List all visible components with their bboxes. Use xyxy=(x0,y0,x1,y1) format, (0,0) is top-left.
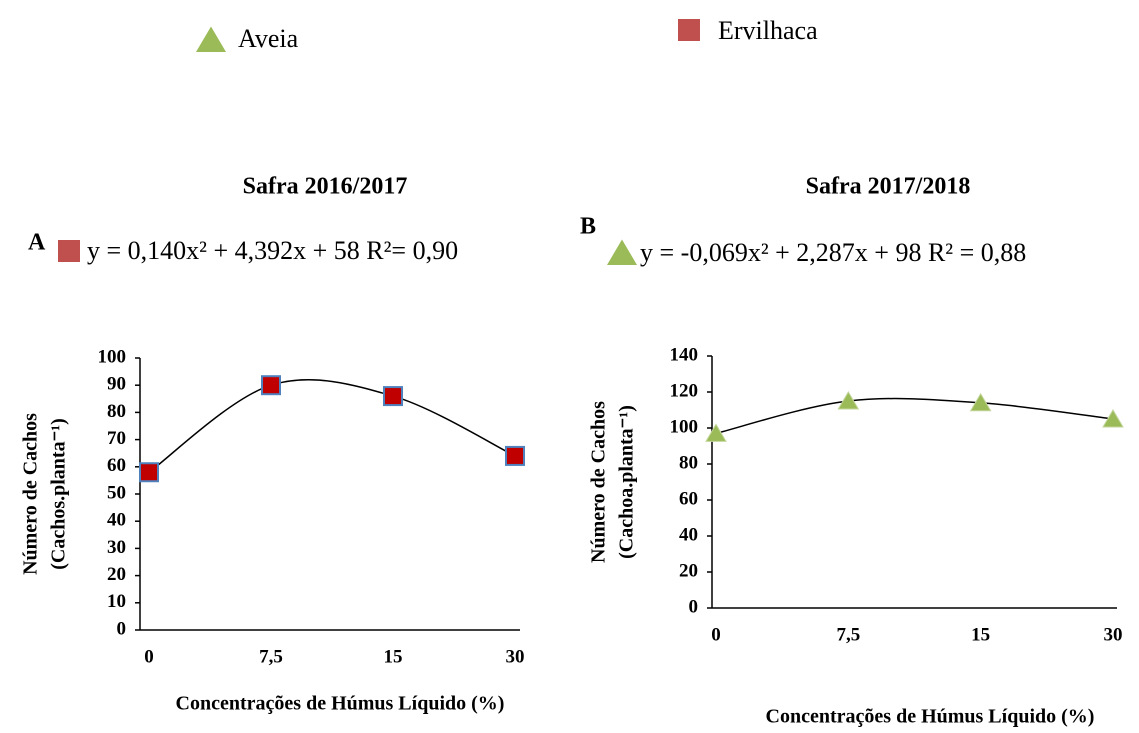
y-tick-label: 70 xyxy=(107,428,126,449)
y-tick-label: 140 xyxy=(670,344,699,365)
legend-label: Ervilhaca xyxy=(718,16,818,45)
y-tick-label: 20 xyxy=(107,564,126,585)
x-axis-label: Concentrações de Húmus Líquido (%) xyxy=(766,706,1095,728)
x-tick-label: 0 xyxy=(144,646,154,667)
y-axis-label: Número de Cachos xyxy=(588,401,610,563)
marker-triangle xyxy=(969,392,992,412)
marker-square xyxy=(139,462,159,483)
panel-label: A xyxy=(28,230,46,256)
x-tick-label: 30 xyxy=(1104,624,1123,645)
x-tick-label: 0 xyxy=(711,624,721,645)
y-tick-label: 40 xyxy=(679,524,698,545)
marker-square xyxy=(678,19,700,41)
y-tick-label: 120 xyxy=(670,380,699,401)
y-tick-label: 10 xyxy=(107,591,126,612)
marker-triangle xyxy=(607,239,637,265)
y-tick-label: 100 xyxy=(98,346,127,367)
chart-title: Safra 2016/2017 xyxy=(243,174,408,200)
y-tick-label: 90 xyxy=(107,374,126,395)
marker-square xyxy=(505,445,525,466)
x-tick-label: 15 xyxy=(971,624,990,645)
y-tick-label: 30 xyxy=(107,537,126,558)
y-tick-label: 0 xyxy=(117,618,127,639)
y-tick-label: 50 xyxy=(107,482,126,503)
y-tick-label: 60 xyxy=(679,488,698,509)
y-tick-label: 80 xyxy=(679,452,698,473)
x-tick-label: 7,5 xyxy=(836,624,860,645)
marker-square xyxy=(383,386,403,407)
y-tick-label: 40 xyxy=(107,510,126,531)
marker-square xyxy=(261,375,281,396)
y-tick-label: 20 xyxy=(679,560,698,581)
x-axis-label: Concentrações de Húmus Líquido (%) xyxy=(176,693,505,715)
y-tick-label: 60 xyxy=(107,455,126,476)
legend-label: Aveia xyxy=(238,24,299,53)
marker-triangle xyxy=(837,391,860,410)
y-axis-label: (Cachoa.planta⁻¹) xyxy=(616,405,638,559)
y-axis-label: (Cachos.planta⁻¹) xyxy=(48,418,70,570)
x-tick-label: 30 xyxy=(506,646,525,667)
y-tick-label: 0 xyxy=(689,596,699,617)
equation: y = -0,069x² + 2,287x + 98 R² = 0,88 xyxy=(640,238,1026,267)
marker-triangle xyxy=(705,423,727,442)
chart-title: Safra 2017/2018 xyxy=(806,174,971,200)
x-tick-label: 7,5 xyxy=(259,646,283,667)
marker-square xyxy=(58,240,80,262)
y-tick-label: 80 xyxy=(107,401,126,422)
y-tick-label: 100 xyxy=(670,416,699,437)
trend-line xyxy=(148,379,516,473)
y-axis-label: Número de Cachos xyxy=(20,413,42,575)
marker-triangle xyxy=(196,26,226,52)
equation: y = 0,140x² + 4,392x + 58 R²= 0,90 xyxy=(87,236,458,265)
panel-label: B xyxy=(580,214,596,240)
trend-line xyxy=(715,397,1114,435)
x-tick-label: 15 xyxy=(384,646,403,667)
marker-triangle xyxy=(1102,409,1124,428)
